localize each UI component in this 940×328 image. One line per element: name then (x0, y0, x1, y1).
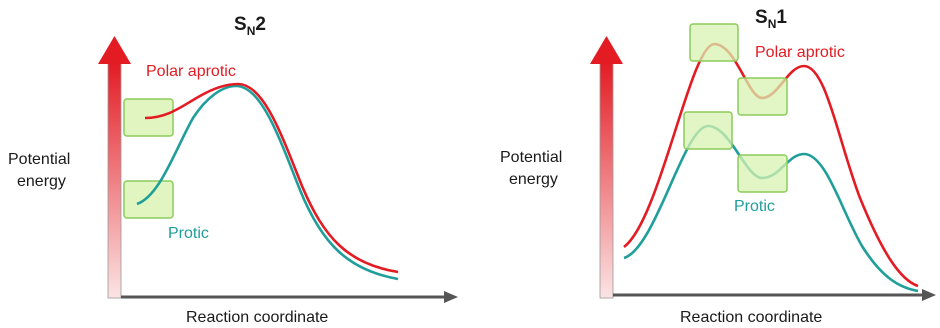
sn2-y-label-line2: energy (17, 173, 66, 190)
sn2-reaction-axis (121, 291, 458, 303)
sn2-protic-label: Protic (168, 225, 209, 242)
sn1-polar-aprotic-label: Polar aprotic (755, 44, 845, 61)
right-arrow-icon (444, 291, 458, 303)
sn2-reactant-box-protic (123, 180, 174, 219)
up-arrow-icon (98, 36, 131, 64)
sn1-y-label-line2: energy (509, 171, 558, 188)
right-arrow-icon (922, 289, 936, 301)
sn2-y-label-line1: Potential (8, 151, 70, 168)
sn1-panel: SN1 Potential energy Reaction coordinate… (500, 7, 936, 326)
sn2-title: SN2 (234, 14, 266, 38)
sn1-intermediate-box-protic (737, 154, 788, 193)
sn2-polar-aprotic-curve (144, 82, 399, 274)
sn2-panel: SN2 Potential energy Reaction coordinate… (8, 14, 458, 326)
sn1-reaction-axis (613, 289, 936, 301)
sn1-ts1-box-protic (683, 111, 733, 150)
sn1-title: SN1 (755, 7, 787, 31)
sn1-protic-label: Protic (734, 198, 775, 215)
sn1-x-label: Reaction coordinate (680, 309, 822, 326)
up-arrow-icon (590, 36, 623, 64)
sn1-y-label-line1: Potential (500, 149, 562, 166)
sn1-energy-axis (590, 36, 623, 299)
sn1-intermediate-box-polar (737, 77, 788, 116)
sn1-ts1-box-polar (689, 23, 739, 62)
sn2-energy-axis (98, 36, 131, 299)
sn2-protic-curve (136, 84, 399, 281)
sn2-x-label: Reaction coordinate (186, 309, 328, 326)
sn2-polar-aprotic-label: Polar aprotic (146, 63, 236, 80)
